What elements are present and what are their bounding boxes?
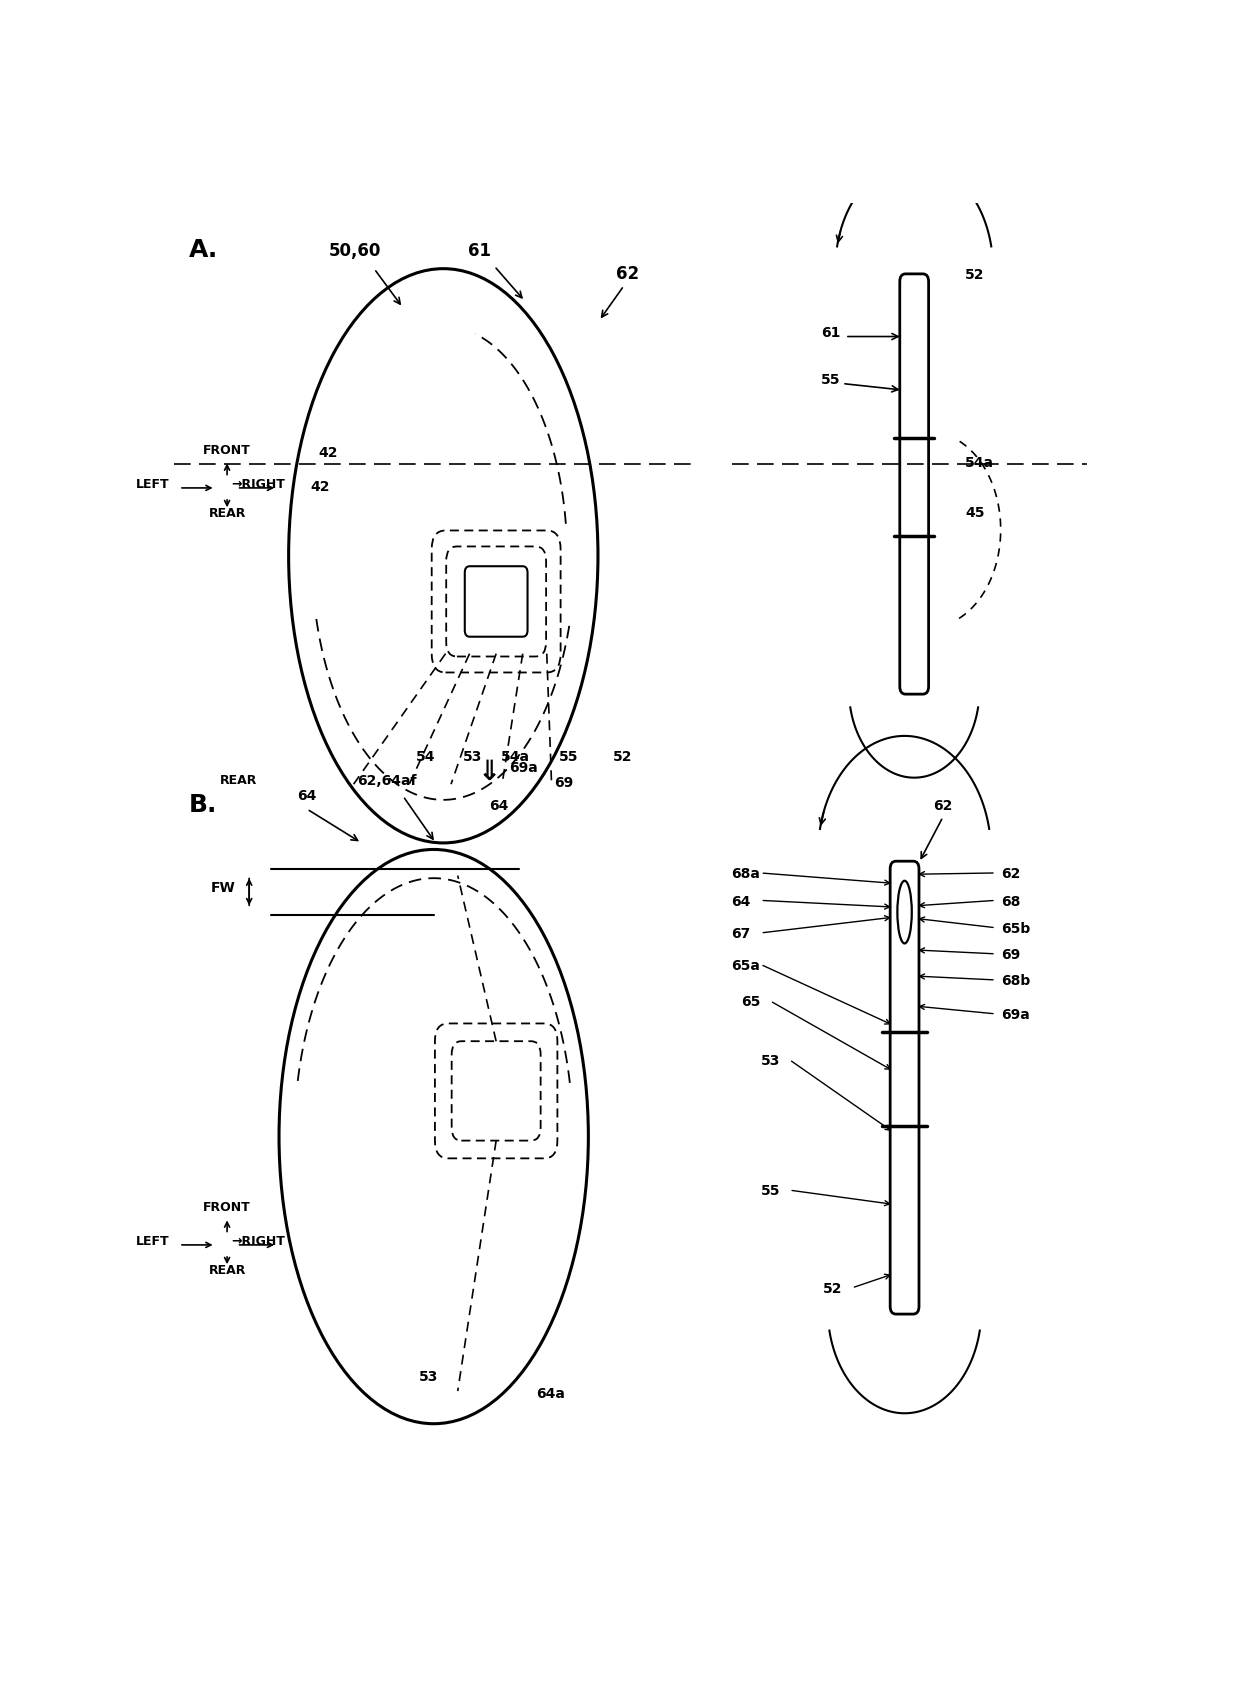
Text: 64a: 64a (537, 1387, 565, 1400)
Text: REAR: REAR (221, 775, 258, 786)
Text: LEFT: LEFT (136, 478, 170, 492)
Text: 45: 45 (965, 505, 985, 520)
Text: 50,60: 50,60 (329, 242, 381, 259)
Text: 55: 55 (558, 749, 578, 764)
Text: 65a: 65a (732, 959, 760, 973)
Text: 68a: 68a (732, 868, 760, 881)
Text: 69a: 69a (1001, 1009, 1029, 1022)
Text: 64: 64 (732, 895, 751, 909)
Text: FW: FW (211, 881, 236, 895)
Text: 67: 67 (732, 927, 751, 941)
Text: 42: 42 (310, 480, 330, 493)
Text: 53: 53 (463, 749, 482, 764)
Text: 68b: 68b (1001, 975, 1030, 988)
Text: →RIGHT: →RIGHT (231, 1236, 285, 1248)
Text: 42: 42 (319, 446, 337, 459)
Text: ⇓: ⇓ (477, 758, 501, 786)
Text: 55: 55 (821, 373, 841, 386)
Text: 62: 62 (934, 800, 952, 814)
Text: FRONT: FRONT (203, 444, 250, 458)
Text: FRONT: FRONT (203, 1202, 250, 1214)
Text: 54: 54 (417, 749, 435, 764)
Text: REAR: REAR (208, 507, 246, 520)
Text: 54a: 54a (965, 456, 994, 470)
Text: 64: 64 (298, 788, 316, 803)
Text: 62,64af: 62,64af (357, 775, 417, 788)
Text: B.: B. (188, 793, 217, 817)
Text: 61: 61 (821, 325, 841, 339)
Text: →RIGHT: →RIGHT (231, 478, 285, 492)
Text: 62: 62 (616, 264, 640, 283)
Text: 61: 61 (469, 242, 491, 259)
Text: LEFT: LEFT (136, 1236, 170, 1248)
Text: 69: 69 (554, 776, 573, 790)
Text: 55: 55 (760, 1185, 780, 1198)
Text: 65: 65 (742, 995, 760, 1009)
Text: 69a: 69a (508, 761, 537, 775)
Text: 68: 68 (1001, 895, 1021, 909)
Text: 54a: 54a (501, 749, 529, 764)
Text: 62: 62 (1001, 868, 1021, 881)
Text: 52: 52 (823, 1281, 842, 1297)
Text: 53: 53 (760, 1054, 780, 1068)
Text: 65b: 65b (1001, 922, 1030, 936)
Text: 52: 52 (965, 268, 985, 281)
Text: 52: 52 (614, 749, 632, 764)
Text: 64: 64 (490, 800, 508, 814)
Text: 69: 69 (1001, 948, 1021, 963)
Text: 53: 53 (419, 1370, 439, 1383)
Text: A.: A. (188, 237, 218, 263)
Text: REAR: REAR (208, 1264, 246, 1276)
